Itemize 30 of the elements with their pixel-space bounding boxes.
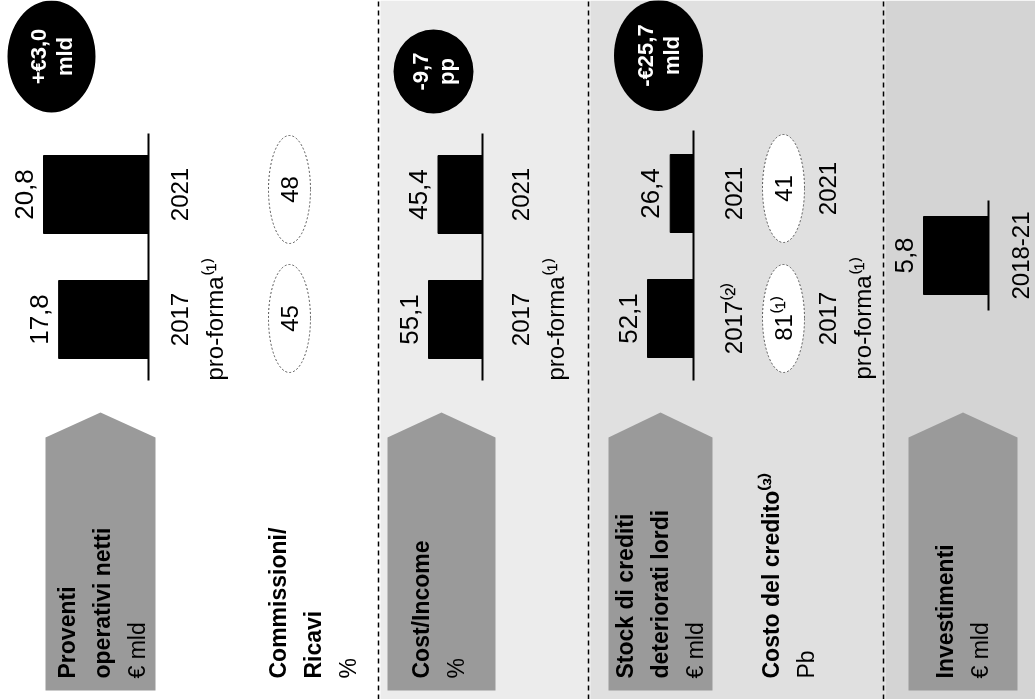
data-label: 55,1 bbox=[393, 294, 424, 345]
text: % bbox=[442, 658, 469, 679]
y-tick-label: 2018-21 bbox=[1007, 211, 1034, 300]
data-label: 48 bbox=[276, 176, 303, 203]
text: € mld bbox=[123, 622, 150, 679]
category-label: 2021 bbox=[814, 161, 841, 216]
text: -€25,7 mld bbox=[633, 24, 684, 87]
data-label: 45,4 bbox=[403, 169, 434, 220]
text: -9,7 pp bbox=[408, 52, 459, 91]
text: Commissioni/ Ricavi bbox=[264, 527, 326, 679]
data-label: 52,1 bbox=[612, 293, 643, 344]
data-label: 41 bbox=[770, 175, 797, 202]
text: € mld bbox=[966, 622, 993, 679]
text: Pb bbox=[792, 650, 819, 679]
y-tick-label: 2017⁽²⁾ bbox=[720, 282, 747, 355]
text: Costo del credito⁽³⁾ bbox=[756, 472, 784, 679]
data-label: 17,8 bbox=[23, 294, 54, 345]
text: € mld bbox=[681, 622, 708, 679]
data-label: 45 bbox=[276, 305, 303, 332]
text: % bbox=[334, 658, 361, 679]
text: +€3,0 mld bbox=[26, 28, 77, 85]
text: Investimenti bbox=[931, 544, 958, 679]
text: Cost/Income bbox=[407, 540, 434, 679]
data-label: 5,8 bbox=[888, 237, 919, 274]
text: Stock di crediti deteriorati lordi bbox=[611, 509, 673, 679]
data-label: 20,8 bbox=[8, 169, 39, 220]
category-label: 2017 pro-forma⁽¹⁾ bbox=[814, 257, 876, 380]
data-label: 26,4 bbox=[635, 168, 666, 219]
data-label: 81⁽¹⁾ bbox=[770, 296, 797, 341]
text: Proventi operativi netti bbox=[53, 527, 115, 679]
